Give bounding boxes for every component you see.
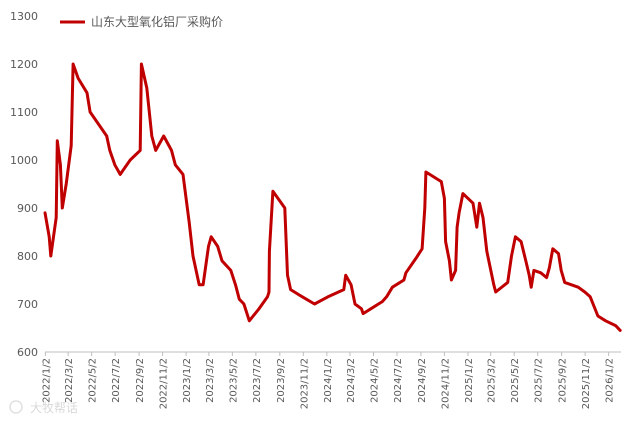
x-tick-label: 2022/1/2 [41, 358, 52, 403]
x-tick-label: 2023/7/2 [252, 358, 263, 403]
y-tick-label: 1300 [10, 10, 38, 23]
x-tick-label: 2025/3/2 [487, 358, 498, 403]
legend-label: 山东大型氧化铝厂采购价 [91, 14, 223, 29]
x-tick-label: 2026/1/2 [605, 358, 616, 403]
x-tick-label: 2025/11/2 [581, 358, 592, 409]
x-tick-label: 2022/5/2 [88, 358, 99, 403]
y-tick-label: 900 [17, 202, 38, 215]
watermark: 大牧帮话 [9, 400, 78, 415]
y-tick-label: 1200 [10, 58, 38, 71]
watermark-text: 大牧帮话 [30, 401, 78, 415]
y-tick-label: 600 [17, 346, 38, 359]
x-tick-label: 2024/3/2 [346, 358, 357, 403]
x-tick-label: 2024/1/2 [323, 358, 334, 403]
x-tick-label: 2025/9/2 [558, 358, 569, 403]
x-tick-label: 2022/11/2 [159, 358, 170, 409]
x-tick-label: 2023/3/2 [205, 358, 216, 403]
x-tick-label: 2023/9/2 [276, 358, 287, 403]
y-axis-ticks: 600 700 800 900 1000 1100 1200 1300 [10, 10, 38, 359]
x-tick-label: 2025/1/2 [464, 358, 475, 403]
x-tick-label: 2022/3/2 [64, 358, 75, 403]
legend: 山东大型氧化铝厂采购价 [60, 14, 223, 29]
x-tick-label: 2024/9/2 [417, 358, 428, 403]
y-tick-label: 1100 [10, 106, 38, 119]
x-tick-label: 2024/5/2 [369, 358, 380, 403]
y-tick-label: 800 [17, 250, 38, 263]
x-tick-label: 2025/7/2 [534, 358, 545, 403]
x-tick-label: 2024/7/2 [393, 358, 404, 403]
y-tick-label: 700 [17, 298, 38, 311]
x-tick-label: 2024/11/2 [440, 358, 451, 409]
x-axis-ticks: 2022/1/2 2022/3/2 2022/5/2 2022/7/2 2022/9/2… [41, 352, 616, 409]
x-tick-label: 2025/5/2 [510, 358, 521, 403]
y-tick-label: 1000 [10, 154, 38, 167]
watermark-logo [9, 400, 23, 414]
x-tick-label: 2022/7/2 [111, 358, 122, 403]
x-tick-label: 2022/9/2 [135, 358, 146, 403]
series-line [43, 62, 622, 332]
x-tick-label: 2023/11/2 [299, 358, 310, 409]
x-tick-label: 2023/5/2 [228, 358, 239, 403]
x-tick-label: 2023/1/2 [182, 358, 193, 403]
